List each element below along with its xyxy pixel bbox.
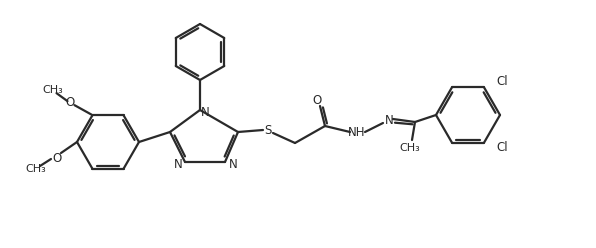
Text: Cl: Cl (496, 75, 508, 88)
Text: N: N (201, 105, 209, 119)
Text: O: O (312, 94, 322, 107)
Text: O: O (66, 96, 75, 109)
Text: CH₃: CH₃ (26, 164, 46, 174)
Text: CH₃: CH₃ (42, 85, 63, 95)
Text: N: N (173, 157, 182, 171)
Text: N: N (384, 114, 393, 126)
Text: NH: NH (348, 126, 366, 139)
Text: CH₃: CH₃ (400, 143, 420, 153)
Text: S: S (264, 124, 272, 136)
Text: O: O (52, 152, 61, 164)
Text: Cl: Cl (496, 141, 508, 154)
Text: N: N (229, 157, 237, 171)
